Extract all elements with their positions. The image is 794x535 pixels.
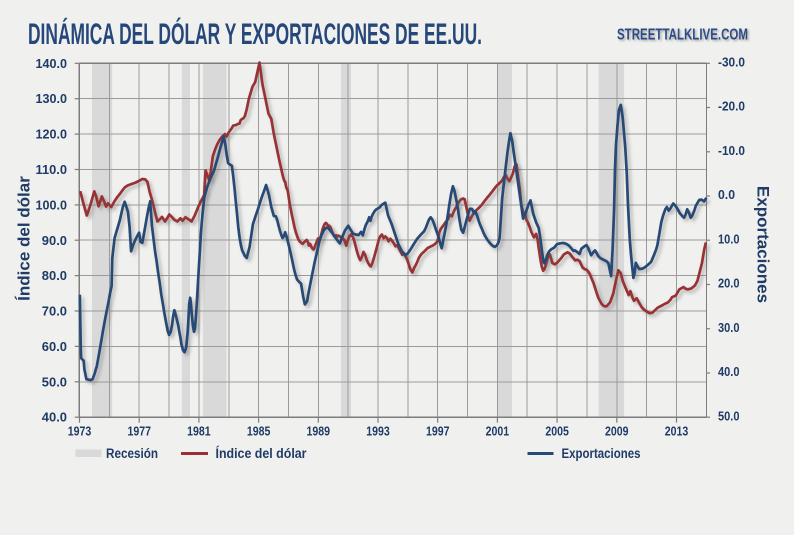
- svg-text:2001: 2001: [486, 424, 510, 439]
- svg-text:2009: 2009: [605, 424, 629, 439]
- svg-text:Índice del dólar: Índice del dólar: [15, 176, 34, 301]
- svg-text:60.0: 60.0: [42, 339, 67, 354]
- svg-text:1989: 1989: [307, 424, 331, 439]
- svg-text:Exportaciones: Exportaciones: [754, 186, 773, 303]
- svg-text:50.0: 50.0: [42, 374, 67, 389]
- svg-text:1981: 1981: [187, 424, 211, 439]
- svg-text:DINÁMICA DEL DÓLAR Y EXPORTACI: DINÁMICA DEL DÓLAR Y EXPORTACIONES DE EE…: [28, 17, 482, 51]
- svg-text:140.0: 140.0: [36, 56, 68, 71]
- svg-text:Exportaciones: Exportaciones: [562, 446, 641, 461]
- svg-text:1997: 1997: [426, 424, 450, 439]
- svg-text:30.0: 30.0: [718, 320, 740, 335]
- svg-text:-10.0: -10.0: [718, 143, 745, 158]
- svg-text:50.0: 50.0: [718, 408, 740, 423]
- svg-text:STREETTALKLIVE.COM: STREETTALKLIVE.COM: [617, 27, 748, 44]
- svg-text:130.0: 130.0: [36, 91, 68, 106]
- svg-text:120.0: 120.0: [36, 127, 68, 142]
- svg-text:10.0: 10.0: [718, 231, 740, 246]
- svg-text:90.0: 90.0: [42, 233, 67, 248]
- svg-text:1973: 1973: [68, 424, 92, 439]
- svg-text:110.0: 110.0: [36, 162, 68, 177]
- svg-text:40.0: 40.0: [42, 410, 67, 425]
- svg-text:100.0: 100.0: [36, 197, 68, 212]
- svg-text:80.0: 80.0: [42, 268, 67, 283]
- svg-text:Recesión: Recesión: [106, 446, 158, 461]
- svg-text:-20.0: -20.0: [718, 99, 745, 114]
- svg-text:-30.0: -30.0: [718, 55, 745, 70]
- svg-text:70.0: 70.0: [42, 304, 67, 319]
- svg-text:1993: 1993: [366, 424, 390, 439]
- svg-text:0.0: 0.0: [718, 187, 735, 202]
- svg-text:2013: 2013: [665, 424, 689, 439]
- svg-text:2005: 2005: [545, 424, 569, 439]
- svg-text:40.0: 40.0: [718, 364, 740, 379]
- svg-text:1985: 1985: [247, 424, 271, 439]
- svg-text:Índice del dólar: Índice del dólar: [216, 446, 308, 461]
- svg-text:20.0: 20.0: [718, 276, 740, 291]
- svg-text:1977: 1977: [127, 424, 151, 439]
